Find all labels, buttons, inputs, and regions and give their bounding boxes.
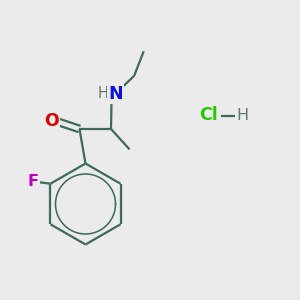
Text: H: H [97,86,108,101]
Text: H: H [236,108,248,123]
Text: Cl: Cl [199,106,218,124]
Text: N: N [108,85,123,103]
Text: O: O [44,112,59,130]
Text: F: F [28,174,39,189]
